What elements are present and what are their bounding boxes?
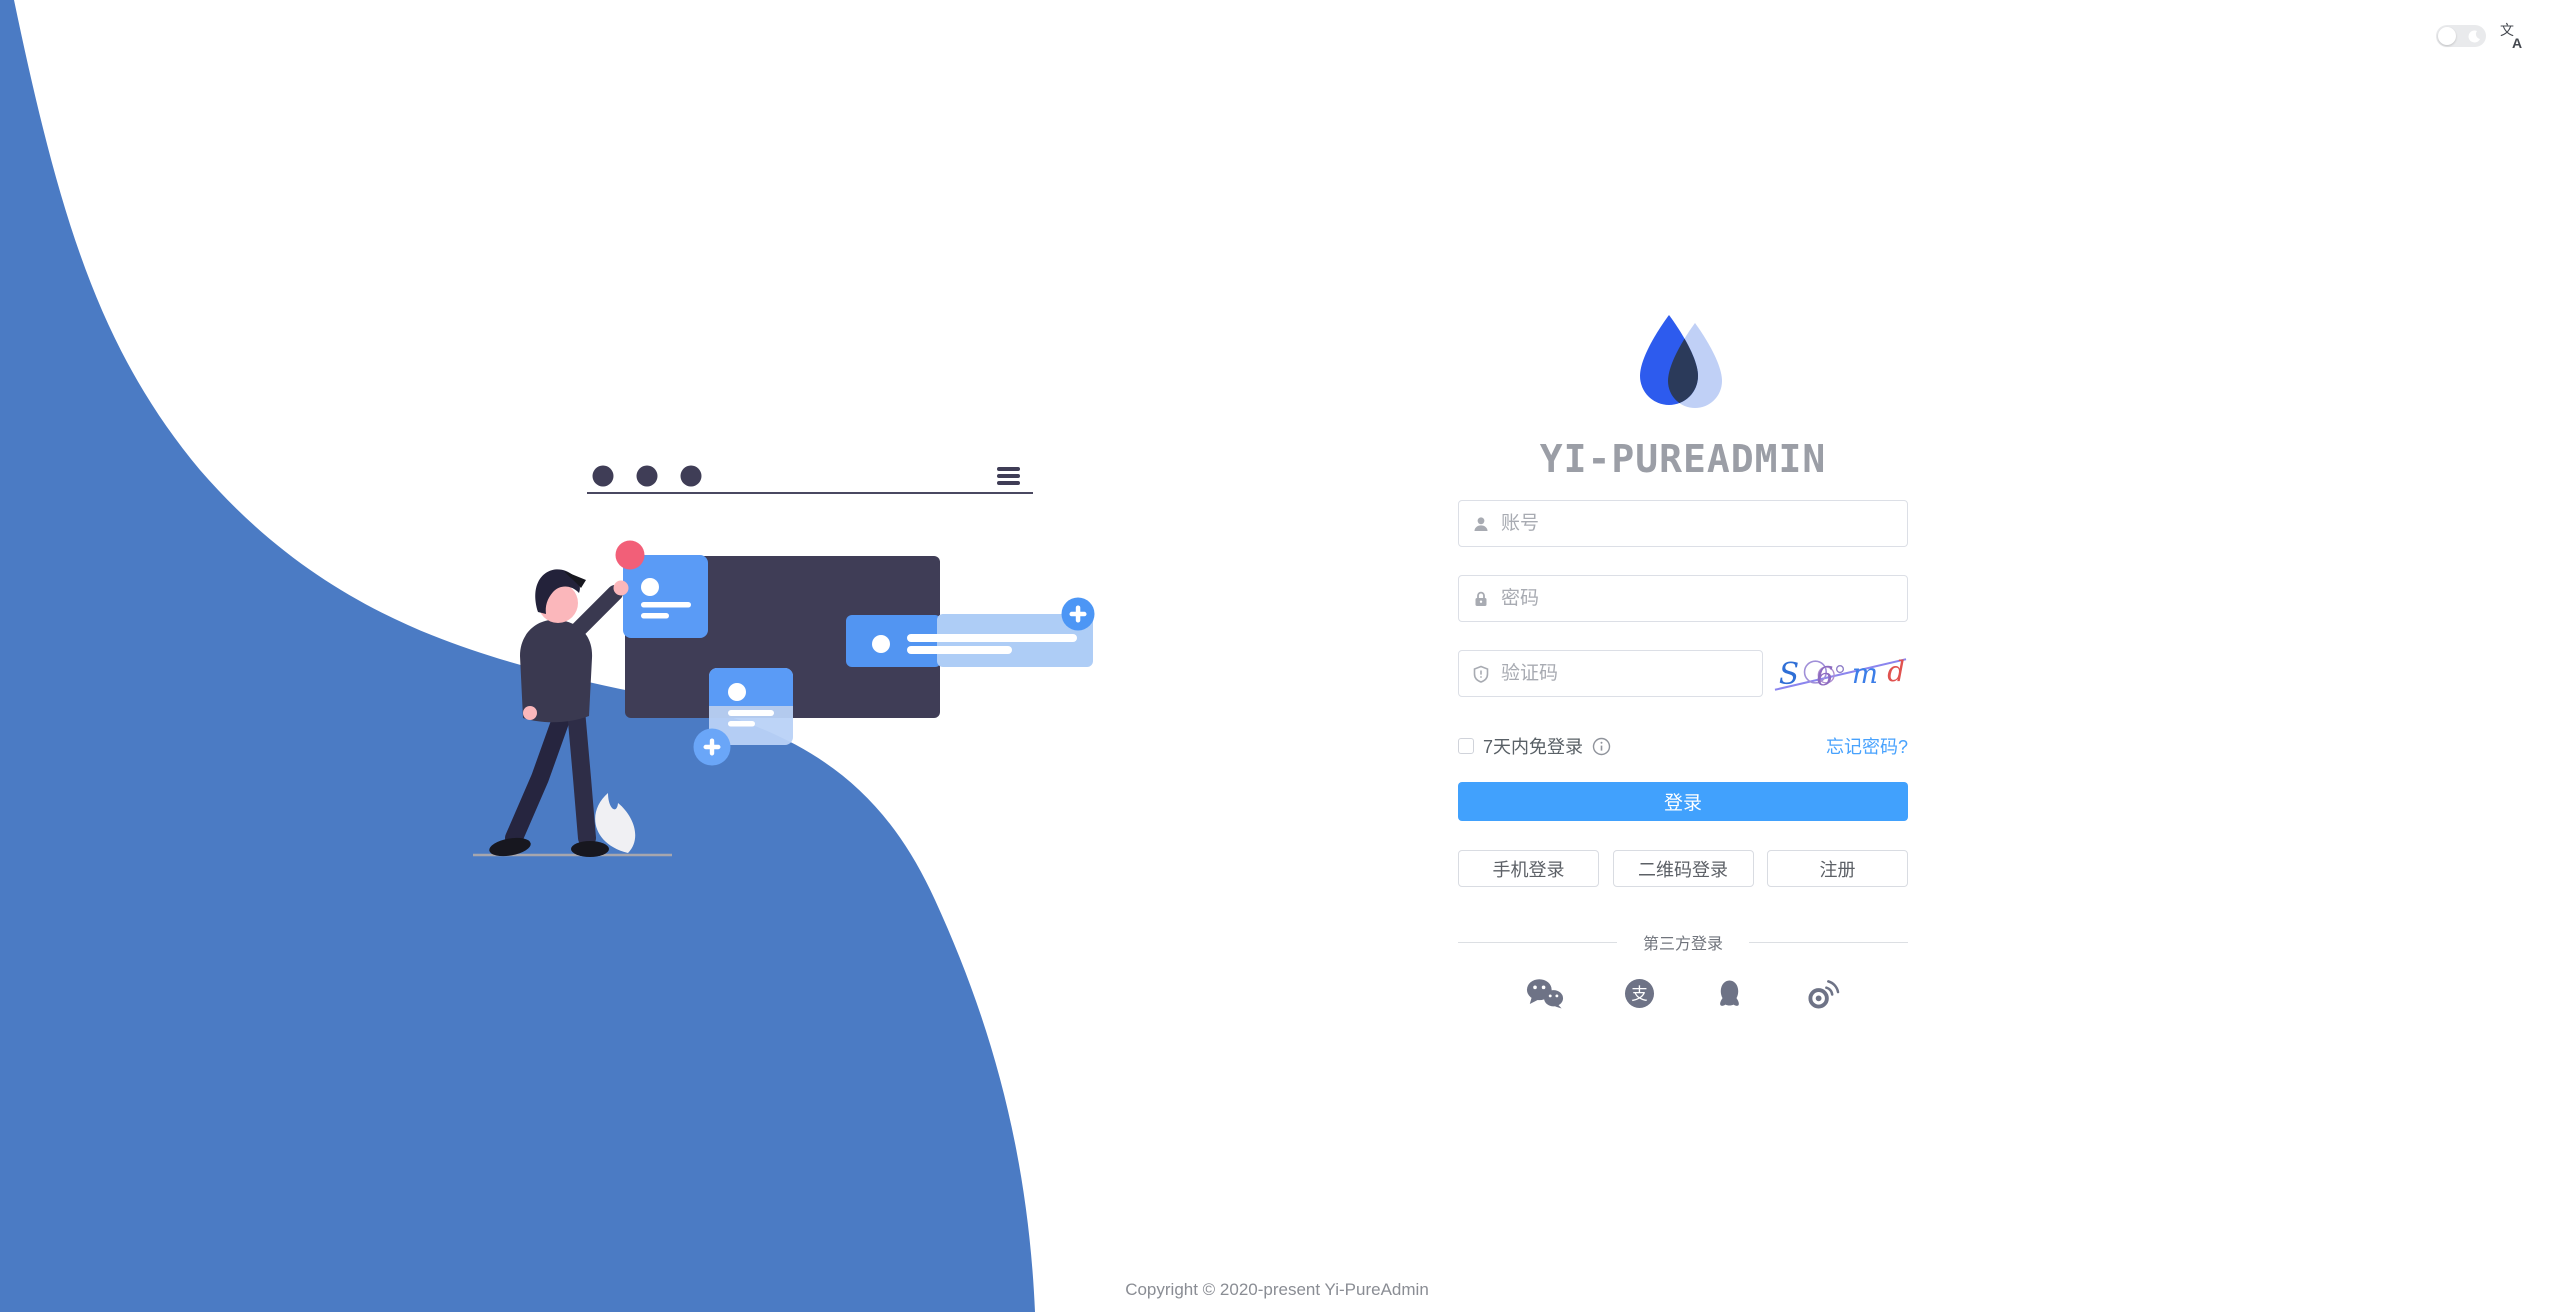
plus-icon — [693, 728, 731, 766]
shield-icon — [1473, 665, 1489, 683]
remember-checkbox-label[interactable]: 7天内免登录 — [1458, 733, 1611, 759]
login-panel: YI-PUREADMIN — [1452, 313, 1914, 1009]
password-input[interactable] — [1459, 576, 1907, 621]
weibo-icon — [1808, 980, 1840, 1009]
remember-checkbox[interactable] — [1458, 738, 1474, 754]
hamburger-menu-icon — [997, 467, 1020, 485]
wechat-login-button[interactable] — [1526, 978, 1564, 1009]
svg-text:S: S — [1779, 656, 1799, 690]
copyright-text: Copyright © 2020-present Yi-PureAdmin — [1125, 1280, 1429, 1299]
alipay-login-button[interactable]: 支 — [1624, 978, 1655, 1009]
remember-label: 7天内免登录 — [1483, 737, 1584, 757]
browser-dots-icon — [592, 465, 702, 487]
social-login-row: 支 — [1458, 978, 1908, 1009]
wechat-icon — [1526, 979, 1564, 1009]
phone-login-button[interactable]: 手机登录 — [1458, 850, 1599, 887]
register-button[interactable]: 注册 — [1767, 850, 1908, 887]
login-illustration — [473, 465, 1095, 857]
svg-text:A: A — [2512, 35, 2522, 50]
secondary-login-row: 手机登录 二维码登录 注册 — [1458, 850, 1908, 887]
app-title: YI-PUREADMIN — [1539, 437, 1827, 481]
password-field — [1458, 575, 1908, 622]
divider-line — [1458, 941, 1617, 943]
captcha-image[interactable]: S 6 m d — [1773, 651, 1908, 696]
svg-text:文: 文 — [2500, 22, 2514, 38]
lock-icon — [1475, 591, 1487, 606]
user-icon — [1474, 517, 1488, 531]
translate-icon: 文 A — [2500, 22, 2522, 50]
alipay-icon: 支 — [1624, 978, 1654, 1009]
red-dot — [615, 540, 645, 570]
qrcode-login-button[interactable]: 二维码登录 — [1612, 850, 1754, 887]
person-figure — [489, 569, 629, 857]
info-icon — [1592, 737, 1611, 755]
moon-icon — [2468, 30, 2480, 43]
username-field — [1458, 500, 1908, 547]
water-drop-logo — [1640, 315, 1722, 408]
small-card — [709, 668, 793, 745]
plus-icon — [1061, 597, 1095, 631]
username-input[interactable] — [1459, 501, 1907, 546]
divider-line — [1749, 941, 1909, 943]
profile-card — [623, 555, 708, 638]
theme-toggle[interactable] — [2436, 25, 2486, 47]
divider-label: 第三方登录 — [1643, 936, 1724, 953]
login-button[interactable]: 登录 — [1458, 782, 1908, 821]
qq-icon — [1720, 979, 1740, 1006]
language-switch-button[interactable]: 文 A — [2500, 22, 2528, 50]
row-card — [846, 614, 1093, 667]
qq-login-button[interactable] — [1714, 978, 1745, 1009]
third-party-divider: 第三方登录 — [1458, 930, 1909, 954]
weibo-login-button[interactable] — [1805, 978, 1840, 1009]
captcha-row: S 6 m d — [1458, 650, 1908, 697]
forgot-password-link[interactable]: 忘记密码? — [1825, 737, 1908, 757]
svg-text:6: 6 — [1816, 660, 1833, 691]
login-form: S 6 m d 7天内免登录 忘记密码? 登录 手机登录 二维码登录 注 — [1458, 500, 1909, 1009]
header-controls: 文 A — [2436, 22, 2528, 50]
svg-text:d: d — [1887, 654, 1905, 687]
options-row: 7天内免登录 忘记密码? — [1458, 733, 1908, 759]
toggle-knob[interactable] — [2438, 27, 2456, 45]
svg-text:支: 支 — [1631, 985, 1647, 1003]
leaf — [595, 793, 636, 853]
verify-code-input[interactable] — [1459, 651, 1762, 696]
svg-text:m: m — [1852, 656, 1878, 689]
verify-code-field — [1458, 650, 1763, 697]
